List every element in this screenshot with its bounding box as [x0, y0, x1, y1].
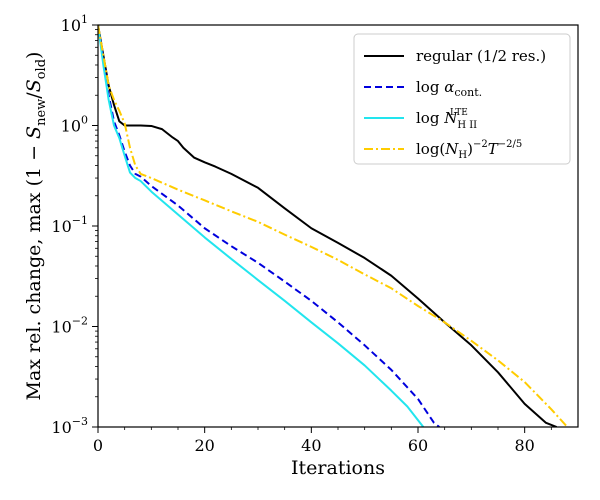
x-tick-label: 80 — [514, 436, 534, 455]
legend-alpha-symbol: α — [444, 78, 454, 96]
y-axis-label: Max rel. change, max (1 − Snew/Sold) — [23, 52, 49, 401]
y-label-num-symbol: S — [23, 126, 45, 139]
legend-nht-symbol: N — [444, 140, 459, 158]
legend-nht-sup2: −2/5 — [498, 139, 522, 150]
y-label-num-sub: new — [34, 99, 49, 126]
series-layer — [98, 25, 569, 427]
legend-nht-prefix: log( — [416, 140, 445, 158]
legend-alpha-prefix: log — [416, 78, 444, 96]
series-line-n-hii-lte — [98, 25, 425, 427]
legend-alpha-sub: cont. — [454, 86, 482, 99]
x-tick-label: 40 — [301, 436, 321, 455]
x-tick-label: 0 — [93, 436, 103, 455]
y-tick-label: 10−2 — [51, 315, 88, 337]
legend-nht-mid: ) — [467, 140, 473, 158]
legend-nhii-sup: LTE — [450, 108, 468, 118]
legend-nhii-symbol: N — [443, 109, 458, 127]
x-axis-label: Iterations — [291, 457, 385, 479]
y-label-slash: / — [23, 92, 45, 99]
legend-nhii-prefix: log — [416, 109, 444, 127]
legend-label-regular: regular (1/2 res.) — [416, 47, 546, 65]
legend-label-nhii: log NH II LTE — [416, 108, 477, 131]
y-tick-label: 101 — [61, 13, 88, 35]
x-tick-label: 60 — [408, 436, 428, 455]
y-tick-label: 10−3 — [51, 415, 88, 437]
legend-label-nh-t: log(NH)−2T−2/5 — [416, 139, 522, 161]
legend-box — [353, 33, 571, 165]
y-tick-label: 100 — [61, 114, 88, 136]
y-label-den-sub: old — [34, 59, 49, 79]
legend-nhii-sub: H II — [457, 120, 477, 131]
legend-nht-sup1: −2 — [473, 139, 488, 150]
y-label-suffix: ) — [23, 52, 45, 59]
y-label-den-symbol: S — [23, 79, 45, 92]
series-line-alpha-cont — [98, 25, 440, 427]
x-tick-label: 20 — [194, 436, 214, 455]
axes: 0 20 40 60 80 10−3 10−2 10−1 100 101 — [51, 13, 552, 455]
legend: regular (1/2 res.) log αcont. log NH IIL… — [353, 33, 571, 165]
y-label-prefix: Max rel. change, max (1 − — [23, 139, 45, 401]
legend-nht-symbol2: T — [488, 140, 499, 158]
series-line-nh-t — [98, 25, 569, 427]
y-tick-label: 10−1 — [51, 214, 88, 236]
legend-nht-sub: H — [458, 150, 467, 161]
legend-label-alpha: log αcont. — [416, 78, 482, 99]
